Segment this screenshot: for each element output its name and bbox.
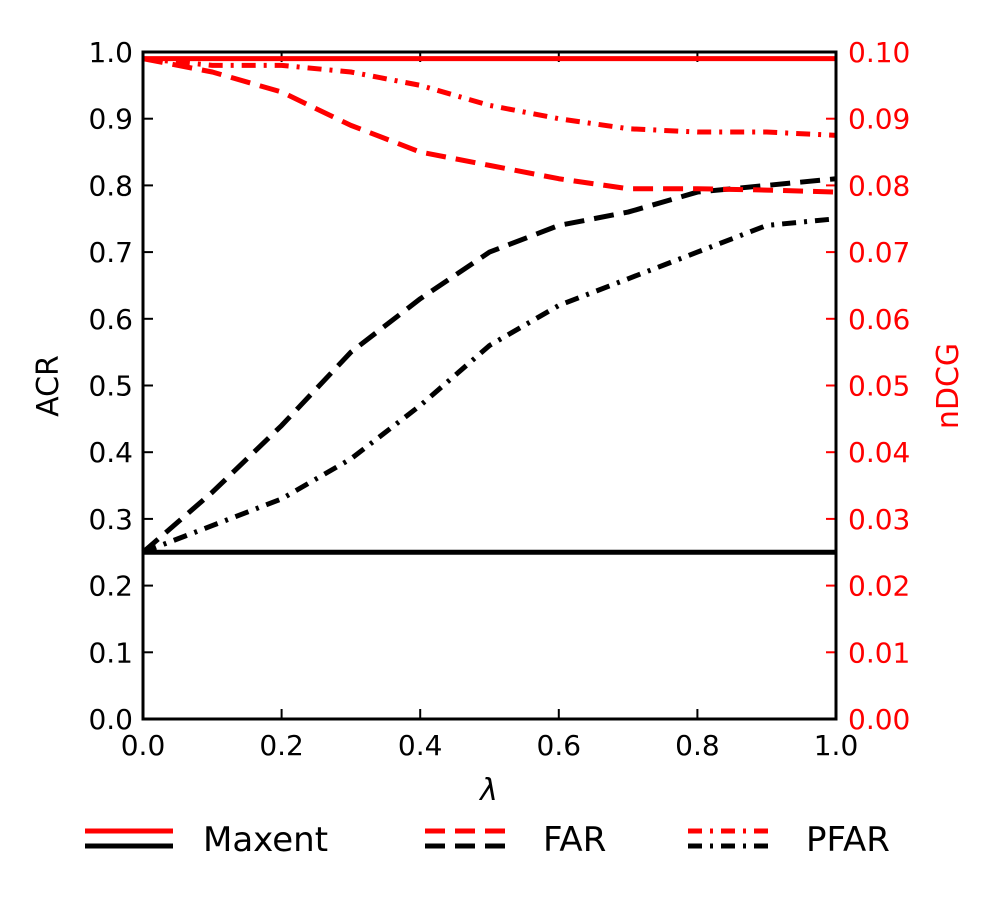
y-right-tick-label: 0.03 — [848, 503, 910, 536]
tick-marks — [142, 51, 837, 720]
x-tick-label: 0.6 — [537, 729, 582, 762]
y-right-tick-label: 0.10 — [848, 36, 910, 69]
x-axis-title: λ — [478, 773, 498, 808]
plot-frame — [141, 50, 838, 721]
series-far-ndcg — [142, 56, 837, 195]
y-left-tick-label: 0.6 — [88, 303, 133, 336]
y-left-tick-label: 0.1 — [88, 636, 133, 669]
y-left-tick-label: 0.2 — [88, 570, 133, 603]
legend-label: PFAR — [806, 820, 890, 860]
y-left-tick-label: 0.0 — [88, 703, 133, 736]
series-pfar-acr — [142, 216, 837, 555]
y-right-tick-label: 0.01 — [848, 636, 910, 669]
x-tick-label: 0.0 — [121, 729, 166, 762]
y-right-tick-label: 0.02 — [848, 570, 910, 603]
legend-label: FAR — [543, 820, 606, 860]
tick-labels: 0.0 0.2 0.4 0.6 0.8 1.0 0.0 0.1 0.2 0.3 0.4 0.5 0.6 0… — [88, 36, 910, 762]
y-left-tick-label: 0.4 — [88, 436, 133, 469]
y-left-tick-label: 0.3 — [88, 503, 133, 536]
y-right-tick-label: 0.04 — [848, 436, 910, 469]
x-tick-label: 0.8 — [675, 729, 720, 762]
x-tick-label: 0.2 — [259, 729, 304, 762]
y-left-tick-label: 0.9 — [88, 103, 133, 136]
y-left-tick-label: 0.7 — [88, 236, 133, 269]
y-left-tick-label: 0.5 — [88, 370, 133, 403]
y-right-tick-label: 0.07 — [848, 236, 910, 269]
series-pfar-ndcg — [142, 56, 837, 138]
y-axis-left-title: ACR — [31, 355, 66, 417]
series-far-acr — [141, 176, 837, 555]
y-right-tick-label: 0.06 — [848, 303, 910, 336]
series-lines — [141, 56, 837, 555]
y-right-tick-label: 0.08 — [848, 169, 910, 202]
x-tick-label: 0.4 — [398, 729, 443, 762]
y-left-tick-label: 1.0 — [88, 36, 133, 69]
y-left-tick-label: 0.8 — [88, 169, 133, 202]
legend-label: Maxent — [203, 820, 328, 860]
y-right-tick-label: 0.05 — [848, 370, 910, 403]
y-right-tick-label: 0.09 — [848, 103, 910, 136]
y-right-tick-label: 0.00 — [848, 703, 910, 736]
x-tick-label: 1.0 — [814, 729, 859, 762]
legend: Maxent FAR PFAR — [85, 820, 890, 860]
y-axis-right-title: nDCG — [931, 343, 966, 429]
